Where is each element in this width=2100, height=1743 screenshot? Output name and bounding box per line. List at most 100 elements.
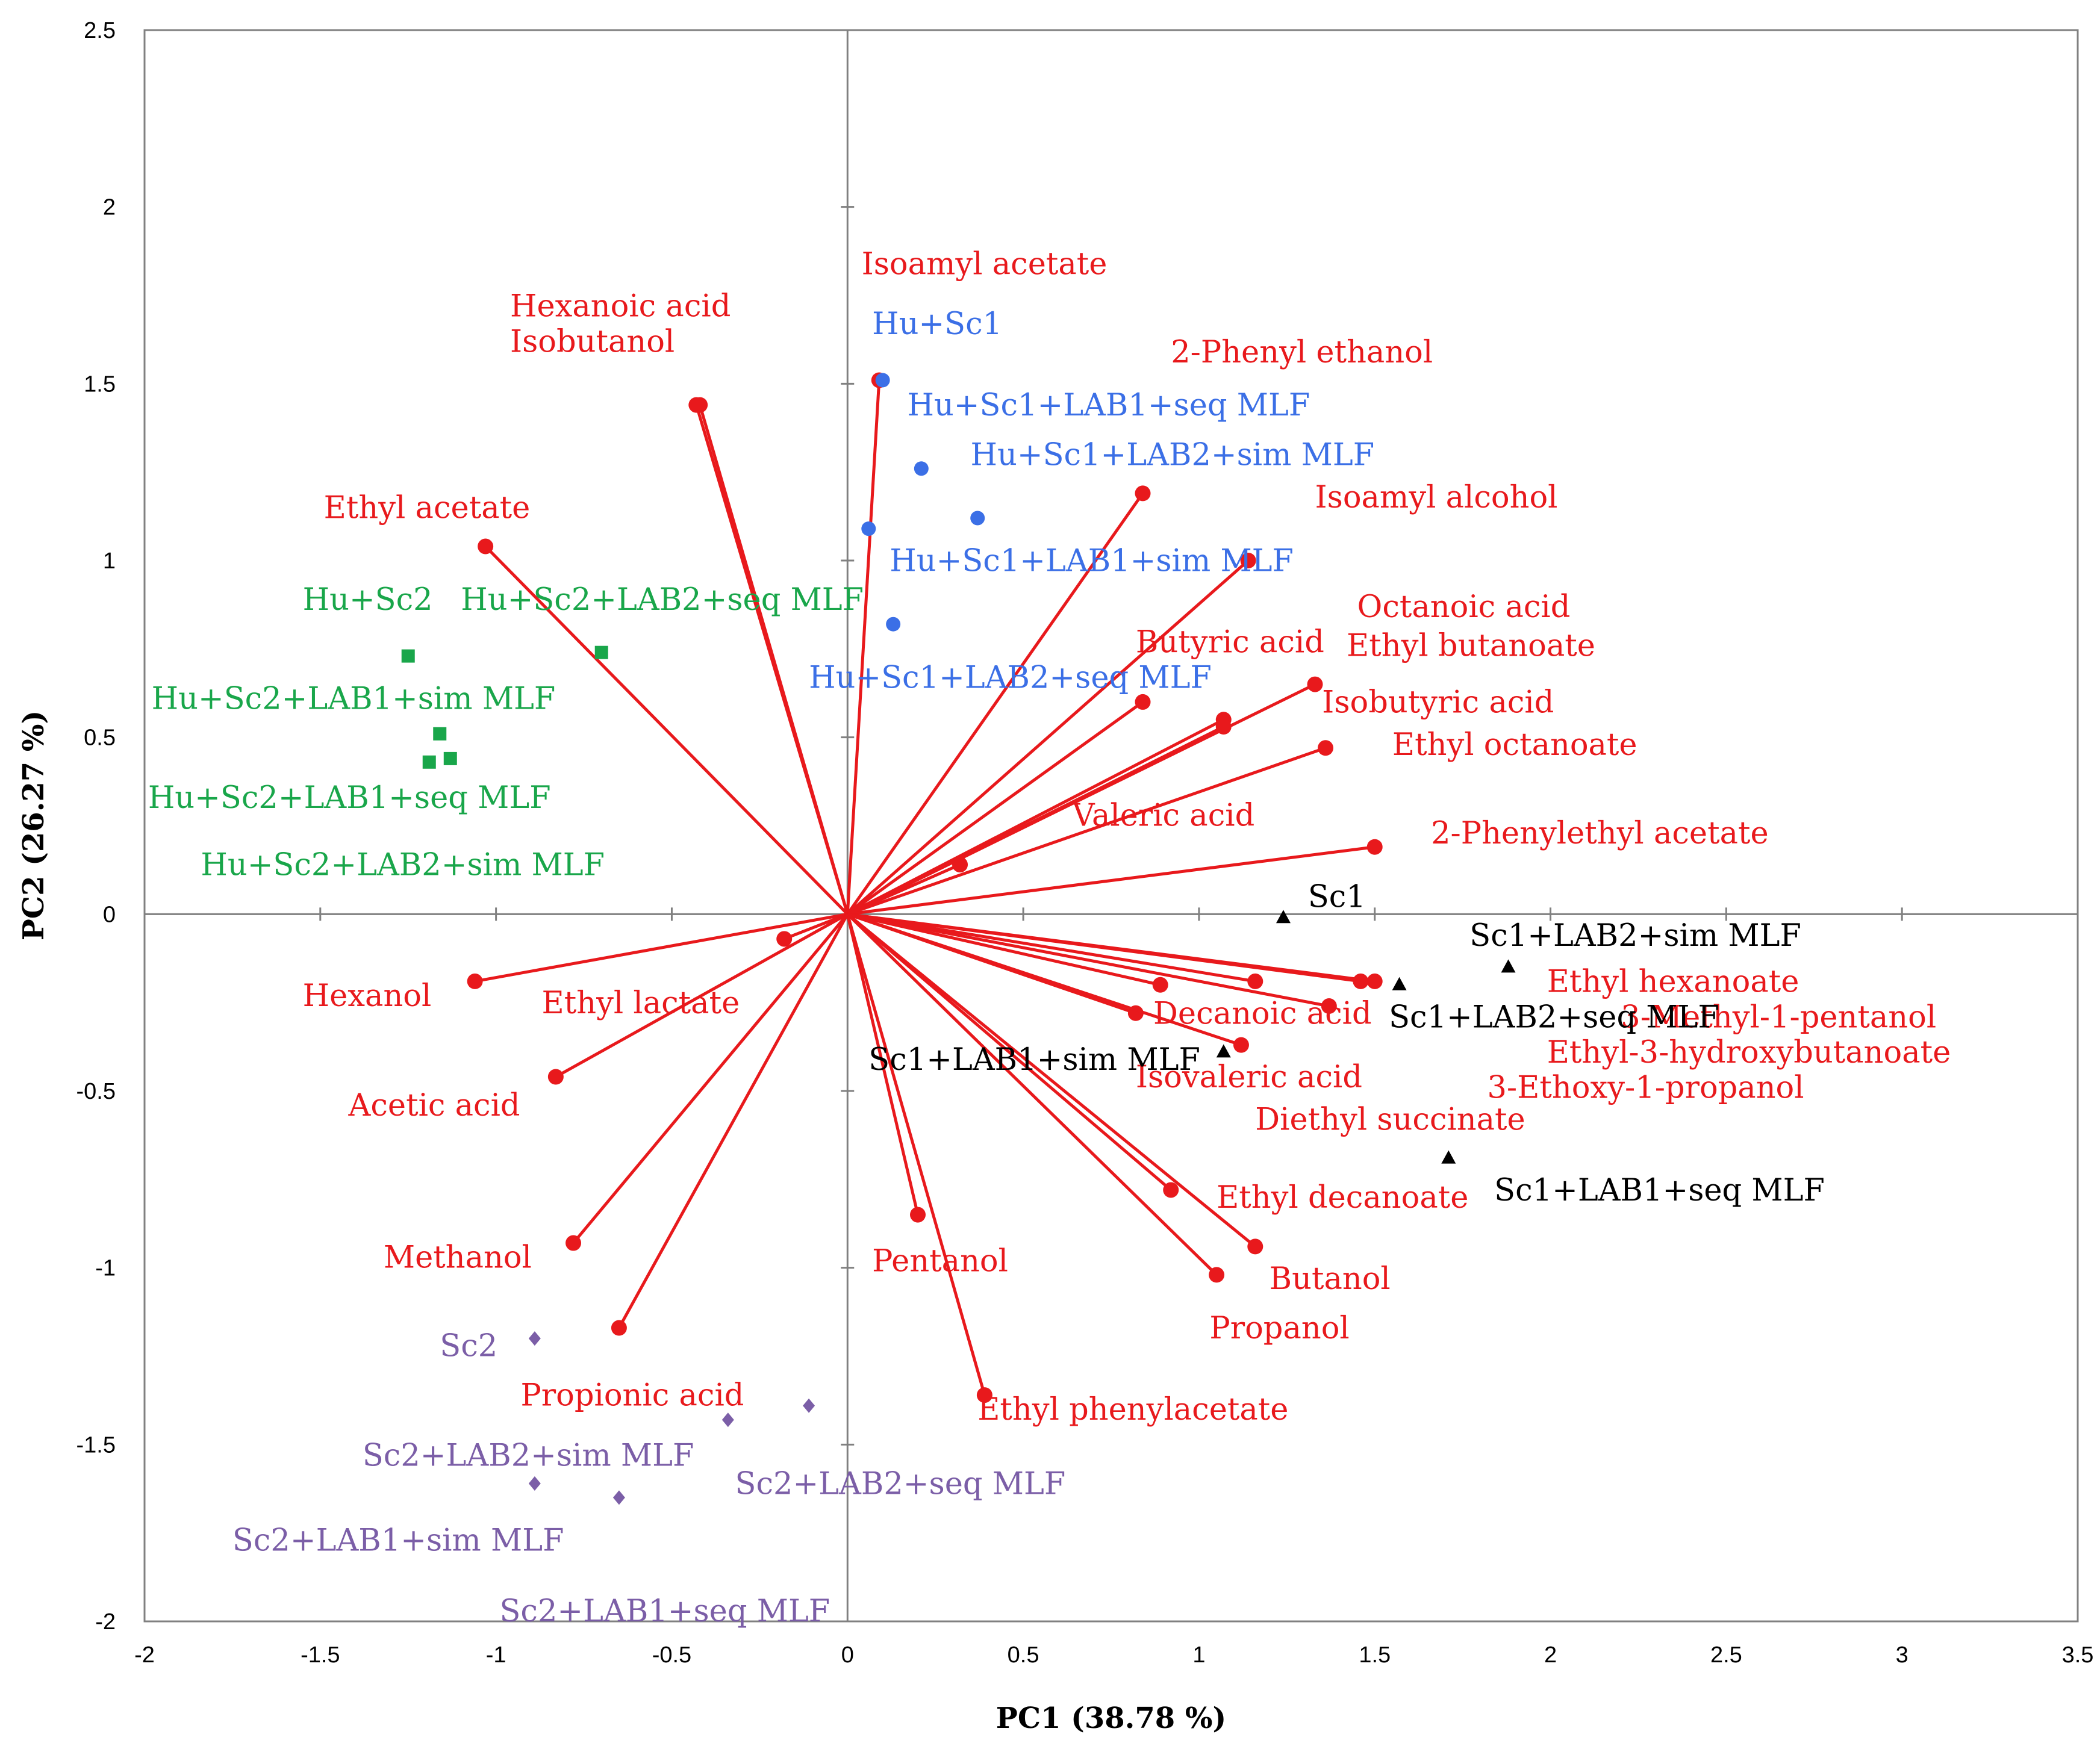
loading-label: Propanol <box>1209 1311 1349 1346</box>
score-point-triangle <box>1216 1044 1231 1058</box>
y-tick-label: -1 <box>95 1256 116 1281</box>
loading-vector <box>484 545 849 916</box>
loading-point <box>688 397 705 413</box>
score-label: Hu+Sc1+LAB2+seq MLF <box>809 660 1212 695</box>
loading-vector <box>846 380 881 915</box>
score-point-circle <box>886 617 901 632</box>
loading-label: Ethyl butanoate <box>1347 629 1595 664</box>
loading-label: Octanoic acid <box>1357 589 1571 625</box>
score-label: Hu+Sc1+LAB2+sim MLF <box>971 437 1375 473</box>
loading-label: Methanol <box>384 1240 532 1276</box>
score-point-circle <box>970 511 985 526</box>
y-tick-label: -2 <box>95 1609 116 1635</box>
loading-vector <box>846 492 1144 915</box>
loading-vector <box>617 913 849 1329</box>
score-label: Hu+Sc2+LAB1+seq MLF <box>148 780 551 816</box>
y-tick-label: 1 <box>103 548 116 574</box>
loading-label: Butanol <box>1270 1261 1391 1297</box>
x-tick-label: 0 <box>841 1642 854 1668</box>
score-label: Sc1+LAB2+seq MLF <box>1389 999 1719 1035</box>
loading-vector <box>846 913 1256 1248</box>
loading-label: 2-Phenyl ethanol <box>1171 335 1433 370</box>
loading-vector <box>784 913 849 940</box>
loading-label: Ethyl octanoate <box>1392 727 1637 763</box>
loading-label: Isoamyl alcohol <box>1315 480 1558 515</box>
score-points <box>401 373 1516 1505</box>
x-tick-label: 2.5 <box>1710 1642 1742 1668</box>
score-point-triangle <box>1392 977 1407 990</box>
loading-point <box>1307 676 1323 692</box>
score-label: Hu+Sc2+LAB2+seq MLF <box>461 582 864 618</box>
x-tick-label: -2 <box>134 1642 155 1668</box>
loading-point <box>566 1235 582 1251</box>
x-tick-label: 1.5 <box>1359 1642 1391 1668</box>
score-point-diamond <box>721 1412 734 1428</box>
plot-area-frame <box>143 29 2079 1623</box>
loading-point <box>1366 839 1383 855</box>
loading-label: Diethyl succinate <box>1255 1102 1525 1138</box>
loading-label: Isoamyl acetate <box>862 246 1108 282</box>
loading-label: Ethyl lactate <box>542 986 740 1021</box>
y-tick-label: 1.5 <box>84 371 116 397</box>
loading-vector <box>847 912 1161 987</box>
loading-vector <box>847 912 1330 1008</box>
score-label: Hu+Sc2+LAB1+sim MLF <box>152 682 556 717</box>
loading-vector <box>847 912 1256 983</box>
score-point-square <box>443 751 457 765</box>
score-point-circle <box>861 521 876 536</box>
y-tick-label: 2.5 <box>84 18 116 43</box>
x-tick-label: 0.5 <box>1008 1642 1039 1668</box>
score-point-square <box>433 727 447 741</box>
loading-point <box>910 1207 926 1223</box>
loading-point <box>1366 973 1383 989</box>
x-tick-label: 3.5 <box>2062 1642 2094 1668</box>
loading-label: Decanoic acid <box>1153 996 1372 1031</box>
loading-vector <box>555 913 849 1078</box>
score-label: Sc1+LAB1+sim MLF <box>868 1042 1200 1078</box>
loading-point <box>1152 977 1168 993</box>
loading-label: Propionic acid <box>520 1378 744 1414</box>
axis-ticks: -2 -1.5 -1 -0.5 0 0.5 1 1.5 2 2.5 3 3.5 -2 -1.5 -1 -0.5… <box>76 18 2094 1668</box>
loading-point <box>611 1320 627 1336</box>
score-label: Hu+Sc1+LAB1+seq MLF <box>907 388 1310 423</box>
y-tick-label: 0 <box>103 902 116 927</box>
y-tick-label: -1.5 <box>76 1432 116 1458</box>
loading-point <box>976 1387 992 1403</box>
loading-vector <box>846 913 1172 1192</box>
loading-vectors <box>467 372 1383 1403</box>
loading-vector <box>847 746 1326 916</box>
loading-point <box>467 973 483 989</box>
score-point-circle <box>914 461 929 476</box>
loading-label: 3-Methyl-1-pentanol <box>1621 999 1936 1035</box>
loading-point <box>478 538 494 555</box>
score-point-triangle <box>1276 910 1291 924</box>
loading-label: Butyric acid <box>1136 625 1324 660</box>
y-tick-label: 2 <box>103 195 116 220</box>
loading-point <box>1233 1037 1249 1053</box>
score-point-diamond <box>528 1331 541 1346</box>
x-tick-label: -0.5 <box>652 1642 691 1668</box>
loading-vector <box>846 913 986 1396</box>
y-tick-label: 0.5 <box>84 725 116 751</box>
loading-vector <box>846 913 1218 1276</box>
loading-point <box>547 1069 564 1085</box>
loading-point <box>1135 485 1151 502</box>
loading-point <box>1135 694 1151 710</box>
score-point-triangle <box>1501 959 1516 973</box>
x-tick-label: 3 <box>1896 1642 1908 1668</box>
loading-label: Isobutyric acid <box>1322 685 1554 721</box>
score-label: Sc2+LAB1+seq MLF <box>499 1594 830 1629</box>
loading-vector <box>572 913 849 1244</box>
loading-label: Ethyl-3-hydroxybutanoate <box>1547 1035 1951 1070</box>
loading-vector <box>847 863 961 916</box>
loading-label: Isovaleric acid <box>1136 1060 1362 1095</box>
score-label: Sc2+LAB2+sim MLF <box>363 1438 694 1474</box>
x-tick-label: 2 <box>1544 1642 1557 1668</box>
score-label: Hu+Sc1 <box>872 306 1002 342</box>
loading-label: Ethyl decanoate <box>1217 1180 1468 1216</box>
score-point-square <box>401 649 415 663</box>
score-point-diamond <box>528 1476 541 1491</box>
